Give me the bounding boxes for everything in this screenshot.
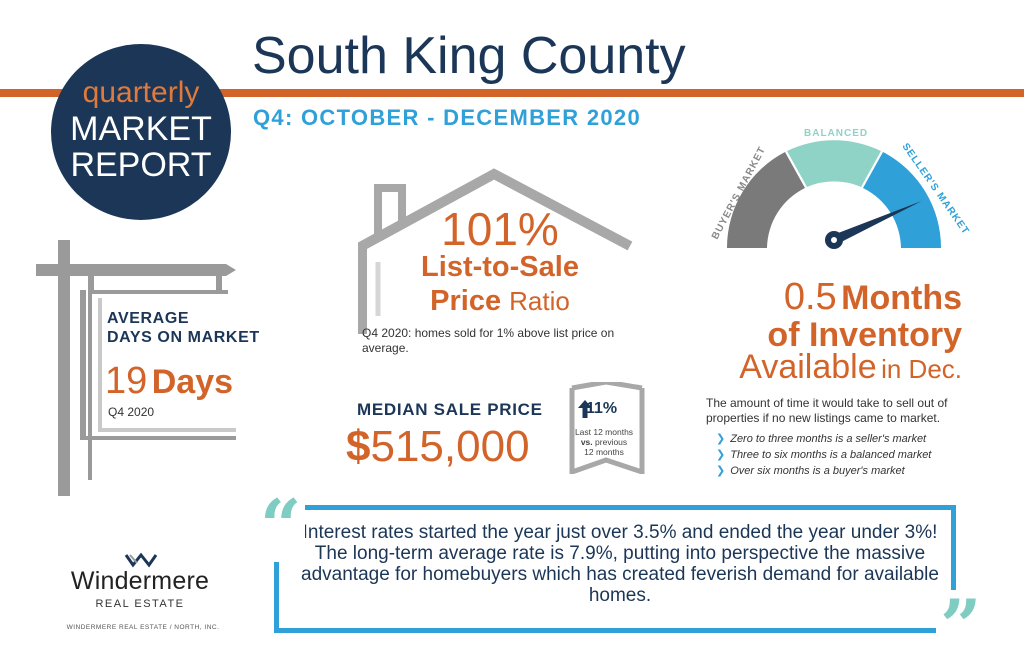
- change-note-vs: vs.: [580, 437, 593, 447]
- inventory-line3: Available in Dec.: [700, 350, 962, 384]
- inventory-available-word: Available: [739, 348, 877, 386]
- dollar-sign: $: [346, 422, 371, 471]
- chevron-right-icon: ❯: [716, 465, 726, 477]
- logo-footer: WINDERMERE REAL ESTATE / NORTH, INC.: [66, 624, 220, 631]
- page-title: South King County: [252, 27, 686, 85]
- arrow-up-icon: [578, 400, 592, 418]
- inventory-bullet: ❯ Three to six months is a balanced marke…: [716, 448, 931, 461]
- days-on-market-label-line2: DAYS ON MARKET: [107, 329, 260, 346]
- change-bookmark-frame: [569, 382, 645, 474]
- median-price-number: 515,000: [370, 422, 530, 471]
- market-gauge: BUYER'S MARKET BALANCED SELLER'S MARKET: [710, 128, 970, 249]
- chevron-right-icon: ❯: [716, 433, 726, 445]
- badge-line-report: REPORT: [70, 146, 212, 184]
- inventory-number: 0.5: [783, 276, 837, 318]
- gauge-segment-balanced: [787, 140, 881, 187]
- gauge-needle-blade: [831, 200, 922, 245]
- list-to-sale-label: List-to-Sale: [421, 251, 579, 283]
- logo-name: Windermere: [70, 567, 210, 595]
- report-period: Q4: OCTOBER - DECEMBER 2020: [253, 105, 641, 130]
- quote-text: Interest rates started the year just ove…: [301, 522, 939, 606]
- house-outline-icon: [358, 168, 633, 334]
- ratio-word: Ratio: [509, 286, 570, 316]
- median-sale-price-value: $515,000: [346, 425, 530, 469]
- inventory-description: The amount of time it would take to sell…: [706, 396, 948, 425]
- chevron-right-icon: ❯: [716, 449, 726, 461]
- inventory-line2: of Inventory: [767, 316, 962, 354]
- median-sale-price-label: MEDIAN SALE PRICE: [357, 400, 543, 419]
- logo-subtitle: REAL ESTATE: [95, 598, 185, 610]
- days-on-market-unit: Days: [151, 363, 234, 401]
- change-note-line3: 12 months: [584, 447, 624, 457]
- median-price-change: 11%: [586, 400, 618, 417]
- inventory-month-word: in Dec.: [881, 354, 962, 384]
- windermere-logo-icon: [124, 552, 158, 568]
- price-word: Price: [430, 285, 502, 317]
- quarterly-report-badge: quarterly MARKET REPORT: [51, 44, 231, 220]
- gauge-needle: [825, 200, 922, 249]
- header-accent-bar: [0, 89, 1024, 97]
- change-note-line1: Last 12 months: [574, 427, 634, 437]
- median-price-change-note: Last 12 months vs. previous 12 months: [574, 427, 634, 457]
- days-on-market-period: Q4 2020: [108, 405, 155, 419]
- gauge-segment-buyers: [726, 152, 805, 248]
- price-ratio-label: Price Ratio: [380, 286, 620, 316]
- days-on-market-label-line1: AVERAGE: [107, 310, 190, 327]
- open-quote-icon: “: [256, 490, 306, 562]
- inventory-bullet: ❯ Zero to three months is a seller's mark…: [716, 432, 926, 445]
- badge-line-quarterly: quarterly: [82, 76, 200, 109]
- close-quote-icon: ”: [936, 590, 986, 662]
- bullet-text: Over six months is a buyer's market: [730, 465, 905, 477]
- inventory-bullet: ❯ Over six months is a buyer's market: [716, 464, 905, 477]
- days-on-market-number: 19: [105, 360, 148, 402]
- bullet-text: Three to six months is a balanced market: [730, 449, 932, 461]
- quote-box: [274, 505, 956, 633]
- badge-line-market: MARKET: [70, 110, 212, 148]
- inventory-value: 0.5 Months: [700, 278, 962, 316]
- inventory-months-word: Months: [841, 279, 962, 317]
- bullet-text: Zero to three months is a seller's marke…: [730, 433, 927, 445]
- list-to-sale-note: Q4 2020: homes sold for 1% above list pr…: [362, 326, 615, 355]
- days-on-market-label: AVERAGE DAYS ON MARKET: [107, 309, 260, 347]
- sign-post-icon: [36, 240, 236, 496]
- list-to-sale-percent: 101%: [441, 203, 559, 255]
- gauge-segment-sellers: [863, 152, 942, 248]
- change-note-line2: previous: [595, 437, 628, 447]
- gauge-needle-center: [831, 237, 837, 243]
- days-on-market-value: 19 Days: [105, 362, 233, 400]
- gauge-label-balanced: BALANCED: [804, 128, 868, 139]
